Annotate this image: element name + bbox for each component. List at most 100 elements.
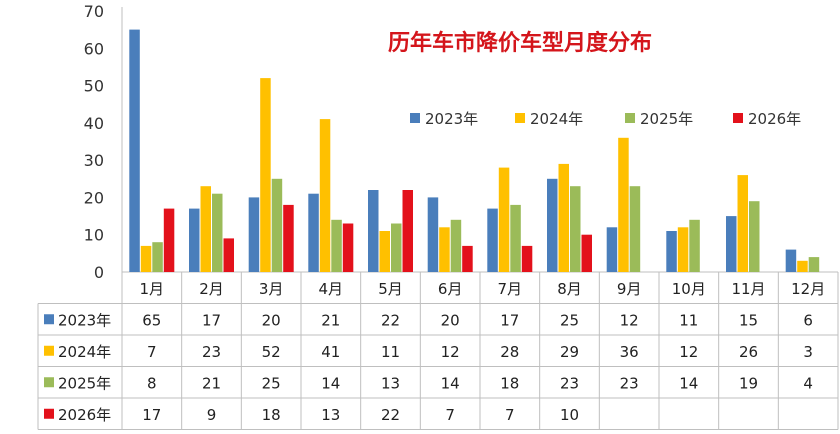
data-label: 7 [445, 406, 455, 424]
bar [487, 208, 498, 272]
series-row-label: 2023年 [58, 311, 111, 329]
data-label: 41 [321, 343, 340, 361]
data-label: 4 [803, 374, 813, 392]
bar [581, 234, 592, 272]
data-label: 14 [441, 374, 460, 392]
data-label: 18 [262, 406, 281, 424]
bar [271, 178, 283, 272]
series-swatch [44, 377, 54, 388]
bar [248, 197, 260, 272]
data-label: 23 [560, 374, 579, 392]
category-label: 4月 [319, 280, 344, 298]
y-tick-label: 0 [94, 263, 104, 282]
bar [331, 219, 342, 272]
y-tick-label: 70 [84, 2, 104, 21]
data-label: 6 [803, 311, 813, 329]
data-label: 8 [147, 374, 157, 392]
data-label: 13 [321, 406, 340, 424]
category-label: 5月 [378, 280, 403, 298]
bar [677, 227, 689, 272]
data-label: 18 [500, 374, 519, 392]
bar [785, 249, 797, 272]
data-label: 21 [321, 311, 340, 329]
data-label: 11 [381, 343, 400, 361]
data-label: 10 [560, 406, 579, 424]
bar [618, 137, 629, 272]
series-row-label: 2026年 [58, 406, 111, 424]
chart-title: 历年车市降价车型月度分布 [388, 30, 652, 56]
bar [450, 219, 462, 272]
bar [308, 193, 319, 272]
data-label: 12 [441, 343, 460, 361]
data-label: 17 [202, 311, 221, 329]
data-label: 23 [620, 374, 639, 392]
bar [212, 193, 223, 272]
bar [427, 197, 439, 272]
data-label: 17 [500, 311, 519, 329]
bar [391, 223, 402, 272]
data-label: 25 [262, 374, 281, 392]
series-row-label: 2024年 [58, 343, 111, 361]
bar [570, 186, 581, 272]
bar [629, 186, 641, 272]
bar [462, 245, 473, 272]
bar [737, 175, 748, 272]
data-label: 7 [147, 343, 157, 361]
bar [666, 231, 677, 272]
data-label: 14 [321, 374, 340, 392]
category-label: 9月 [617, 280, 642, 298]
data-label: 26 [739, 343, 758, 361]
y-tick-label: 20 [84, 188, 104, 207]
data-label: 29 [560, 343, 579, 361]
bar [402, 190, 413, 272]
bar [163, 208, 175, 272]
data-label: 65 [142, 311, 161, 329]
data-label: 21 [202, 374, 221, 392]
y-tick-label: 40 [84, 114, 104, 133]
data-label: 28 [500, 343, 519, 361]
data-label: 12 [620, 311, 639, 329]
data-label: 52 [262, 343, 281, 361]
bar [200, 186, 211, 272]
legend-label: 2023年 [425, 110, 478, 128]
bar [379, 231, 390, 272]
data-label: 3 [803, 343, 813, 361]
bar [689, 219, 700, 272]
legend-label: 2025年 [640, 110, 693, 128]
bar [726, 216, 737, 272]
bar [749, 201, 760, 272]
bar [368, 190, 379, 272]
series-swatch [44, 345, 54, 356]
bar [797, 260, 808, 272]
bar [521, 245, 533, 272]
category-label: 3月 [259, 280, 284, 298]
data-label: 7 [505, 406, 515, 424]
data-label: 23 [202, 343, 221, 361]
data-label: 20 [262, 311, 281, 329]
data-label: 22 [381, 406, 400, 424]
series-swatch [44, 408, 54, 419]
data-label: 11 [679, 311, 698, 329]
data-label: 25 [560, 311, 579, 329]
data-label: 17 [142, 406, 161, 424]
category-label: 8月 [557, 280, 582, 298]
data-label: 36 [620, 343, 639, 361]
data-label: 15 [739, 311, 758, 329]
bar [189, 208, 200, 272]
series-swatch [44, 314, 54, 325]
y-tick-label: 60 [84, 39, 104, 58]
bar [342, 223, 354, 272]
y-tick-label: 50 [84, 77, 104, 96]
bar [547, 178, 558, 272]
legend-swatch [515, 113, 525, 123]
bar [129, 29, 140, 272]
data-label: 9 [207, 406, 217, 424]
bar [260, 78, 271, 272]
bar [140, 245, 152, 272]
bar [808, 257, 820, 272]
category-label: 10月 [672, 280, 706, 298]
legend-swatch [625, 113, 635, 123]
y-tick-label: 30 [84, 151, 104, 170]
